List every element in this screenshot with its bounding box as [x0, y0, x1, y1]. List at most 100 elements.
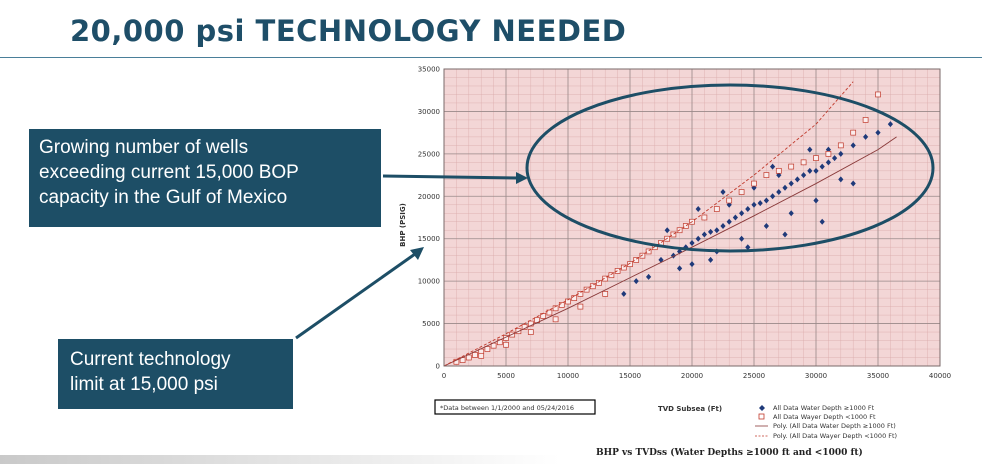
chart-caption: BHP vs TVDss (Water Depths ≥1000 ft and …	[596, 447, 863, 458]
series-deep-point	[825, 159, 831, 166]
series-shallow-point	[850, 129, 857, 136]
series-deep-point	[794, 176, 800, 183]
series-deep-point	[850, 142, 856, 149]
series-shallow-point	[478, 352, 485, 359]
legend-label-shallow: All Data Wayer Depth <1000 Ft	[773, 413, 876, 421]
data-note: *Data between 1/1/2000 and 05/24/2016	[440, 404, 574, 412]
series-deep-point	[850, 180, 856, 187]
series-shallow-point	[825, 151, 832, 157]
series-shallow-point	[465, 354, 472, 361]
legend-label-poly-shallow: Poly. (All Data Wayer Depth <1000 Ft)	[773, 432, 897, 440]
series-deep-point	[621, 290, 627, 297]
series-deep-point	[819, 218, 825, 225]
series-deep-point	[745, 244, 751, 251]
axis-layer: 0 5000 10000 15000 20000 25000 30000 35000 40000…	[418, 66, 951, 381]
y-tick-label: 30000	[418, 108, 440, 116]
callout-line: exceeding current 15,000 BOP	[39, 162, 299, 183]
arrow-bottom	[295, 247, 424, 340]
series-deep-point	[788, 180, 794, 187]
series-shallow-point	[571, 295, 578, 301]
x-tick-label: 20000	[681, 372, 703, 380]
series-deep-point	[714, 227, 720, 234]
series-shallow-point	[726, 197, 733, 204]
legend-marker-shallow	[758, 413, 765, 420]
series-shallow-point	[602, 275, 609, 282]
plot-area	[443, 68, 941, 367]
callout-line: Current technology	[70, 349, 231, 370]
callout-line: limit at 15,000 psi	[70, 374, 218, 395]
series-deep-point	[788, 210, 794, 217]
series-deep-point	[701, 231, 707, 238]
legend-marker-deep	[759, 405, 765, 411]
series-shallow-point	[763, 172, 770, 178]
series-deep-point	[819, 163, 825, 170]
series-shallow-point	[627, 261, 633, 268]
slide-title: 20,000 psi TECHNOLOGY NEEDED	[70, 14, 627, 48]
series-deep-point	[720, 222, 726, 229]
y-tick-label: 5000	[422, 320, 440, 328]
series-deep-point	[863, 133, 869, 140]
series-deep-point	[770, 163, 776, 170]
legend-label-poly-deep: Poly. (All Data Water Depth ≥1000 Ft)	[773, 422, 896, 430]
series-deep-point	[770, 193, 776, 200]
series-deep-point	[732, 214, 738, 221]
x-tick-label: 25000	[743, 372, 765, 380]
series-shallow-point	[484, 346, 491, 352]
plot-border	[443, 68, 941, 367]
series-deep-point	[813, 167, 819, 174]
series-deep-point	[708, 228, 714, 235]
series-deep-point	[763, 222, 769, 229]
series-deep-point	[776, 189, 782, 196]
series-deep-point	[695, 206, 701, 213]
series-deep-point	[670, 252, 676, 259]
y-axis-label: BHP (PSIG)	[399, 203, 407, 247]
series-deep-point	[807, 167, 813, 174]
series-shallow-point	[800, 159, 807, 166]
x-tick-label: 30000	[805, 372, 827, 380]
series-shallow-point	[645, 248, 652, 255]
series-shallow-point	[596, 279, 602, 286]
x-axis-label: TVD Subsea (Ft)	[658, 405, 722, 413]
series-shallow-point	[583, 286, 590, 293]
series-shallow-point	[558, 302, 565, 308]
series-deep-point	[708, 256, 714, 263]
callout-growing-wells: Growing number of wells exceeding curren…	[29, 129, 381, 227]
footer-shadow	[0, 455, 560, 464]
series-shallow-point	[751, 180, 757, 187]
series-deep-point	[757, 200, 763, 207]
y-tick-label: 35000	[418, 66, 440, 74]
series-deep-point	[739, 235, 745, 242]
series-shallow-point	[546, 309, 553, 316]
series-deep-point	[677, 265, 683, 272]
series-shallow-point	[738, 189, 745, 195]
series-deep-point	[751, 201, 757, 208]
series-shallow-point	[552, 305, 559, 312]
series-deep-point	[832, 155, 838, 162]
series-deep-point	[782, 184, 788, 191]
series-deep-point	[633, 278, 639, 285]
note-box	[434, 399, 596, 415]
series-deep-point	[838, 150, 844, 157]
arrow-top	[382, 172, 528, 184]
series-deep-point	[763, 197, 769, 204]
series-2-trendline	[443, 136, 897, 367]
series-deep-point	[875, 129, 881, 136]
series-shallow-point	[552, 316, 559, 323]
series-shallow-point	[503, 341, 509, 348]
y-tick-label: 15000	[418, 235, 440, 243]
series-shallow-point	[713, 206, 720, 212]
series-deep-point	[807, 146, 813, 153]
series-shallow-point	[472, 352, 478, 358]
series-shallow-point	[862, 117, 869, 123]
series-deep-point	[677, 248, 683, 255]
callout-line: Growing number of wells	[39, 137, 249, 158]
y-tick-label: 10000	[418, 278, 440, 286]
y-tick-label: 25000	[418, 150, 440, 158]
series-shallow-point	[602, 291, 609, 297]
series-shallow-point	[608, 272, 615, 279]
series-shallow-point	[775, 167, 782, 174]
series-shallow-point	[875, 91, 881, 98]
series-deep-point	[695, 235, 701, 242]
callout-line: capacity in the Gulf of Mexico	[39, 187, 288, 208]
